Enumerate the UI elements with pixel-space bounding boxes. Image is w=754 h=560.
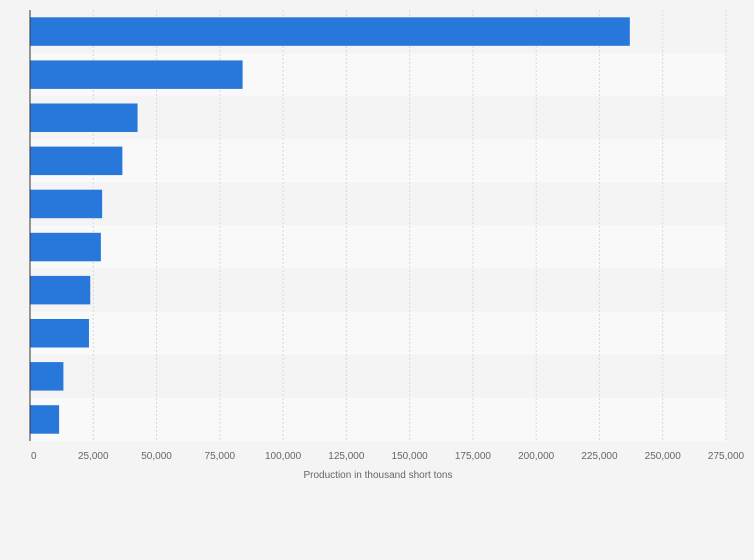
x-axis-title: Production in thousand short tons	[304, 470, 453, 481]
bar	[30, 103, 138, 132]
x-tick-label: 50,000	[141, 451, 172, 462]
row-band	[30, 225, 726, 269]
bar	[30, 405, 60, 434]
row-band	[30, 139, 726, 183]
bar	[30, 275, 91, 305]
x-tick-label: 0	[31, 451, 37, 462]
x-tick-label: 125,000	[328, 451, 365, 462]
row-band	[30, 96, 726, 140]
bar	[30, 60, 243, 89]
x-tick-label: 25,000	[78, 451, 109, 462]
bar	[30, 362, 64, 391]
x-tick-label: 200,000	[518, 451, 555, 462]
x-tick-label: 150,000	[392, 451, 429, 462]
row-band	[30, 182, 726, 226]
row-band	[30, 397, 726, 441]
bar	[30, 146, 123, 176]
x-tick-label: 250,000	[645, 451, 682, 462]
bars	[30, 17, 630, 434]
row-bands	[30, 10, 726, 441]
x-tick-label: 275,000	[708, 451, 745, 462]
row-band	[30, 354, 726, 398]
x-tick-label: 75,000	[205, 451, 236, 462]
row-band	[30, 268, 726, 312]
bar	[30, 189, 103, 219]
bar	[30, 232, 101, 262]
row-band	[30, 311, 726, 355]
bar	[30, 319, 89, 348]
x-axis-ticks: 0 25,000 50,000 75,000 100,000 125,000 150,000…	[31, 451, 745, 462]
x-tick-label: 225,000	[581, 451, 618, 462]
x-tick-label: 175,000	[455, 451, 492, 462]
bar	[30, 17, 630, 46]
x-tick-label: 100,000	[265, 451, 302, 462]
